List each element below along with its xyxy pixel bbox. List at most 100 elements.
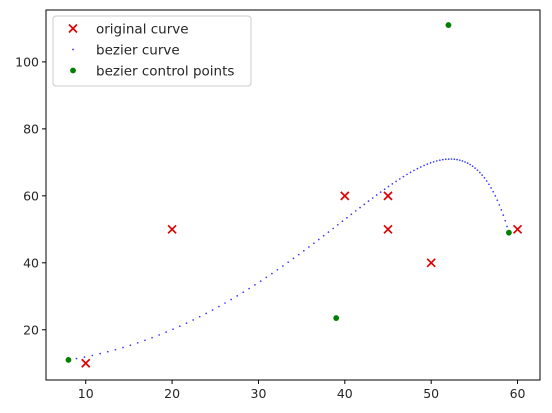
legend-box [52, 15, 252, 87]
legend-label: original curve [96, 22, 189, 38]
bezier-curve-point [144, 339, 146, 342]
x-tick-label: 60 [510, 386, 526, 401]
bezier-curve-point [236, 295, 239, 297]
bezier-curve-point [106, 350, 109, 353]
bezier-curve-point [453, 158, 456, 161]
bezier-curve-point [151, 336, 153, 339]
bezier-curve-point [506, 225, 508, 228]
bezier-curve-point [136, 341, 139, 344]
legend-marker-original [68, 23, 78, 34]
bezier-curve-point [375, 194, 378, 196]
y-tick-label: 80 [23, 121, 39, 136]
bezier-curve-point [248, 287, 250, 290]
y-tick-label: 40 [23, 255, 39, 270]
bezier-curve-point [398, 178, 401, 180]
bezier-curve-point [265, 276, 268, 279]
axes-frame [45, 9, 541, 381]
bezier-curve-point [458, 159, 461, 162]
x-axis: 10 20 30 40 50 60 [78, 380, 526, 401]
bezier-curve-point [367, 200, 370, 203]
bezier-curve-point [471, 165, 474, 168]
y-axis: 20 40 60 80 100 [15, 54, 46, 337]
bezier-curve-point [178, 325, 181, 328]
bezier-curve-point [498, 204, 501, 206]
bezier-curve-point [336, 223, 339, 226]
bezier-curve-point [469, 163, 472, 166]
bezier-curve-point [416, 167, 419, 170]
x-tick-label: 10 [78, 386, 94, 401]
bezier-curve-point [172, 328, 174, 331]
bezier-curve-point [485, 180, 488, 182]
bezier-curve-point [192, 319, 194, 321]
bezier-curve-point [259, 280, 262, 282]
bezier-curve-point [327, 231, 330, 233]
bezier-curve-point [444, 158, 447, 161]
bezier-curve-point [502, 214, 505, 217]
bezier-curve-point [419, 166, 422, 168]
bezier-curve-point [395, 180, 397, 183]
bezier-curve-point [91, 354, 94, 357]
bezier-curve-point [494, 195, 497, 197]
bezier-curve-point [461, 160, 464, 162]
bezier-curve-point [322, 234, 325, 237]
bezier-curve-point [254, 284, 256, 286]
original-curve-point [383, 191, 393, 201]
bezier-curve-point [438, 159, 441, 162]
bezier-curve-point [242, 291, 245, 294]
bezier-curve-point [122, 346, 124, 349]
bezier-curve-point [165, 331, 167, 333]
bezier-curve-point [75, 357, 78, 360]
x-tick-label: 40 [337, 386, 353, 401]
bezier-curve-point [276, 268, 279, 271]
marker-stroke [167, 224, 177, 234]
bezier-curve-point [313, 242, 315, 245]
bezier-curve-point [479, 171, 481, 174]
legend-label: bezier curve [96, 43, 180, 59]
bezier-curve-point [287, 261, 290, 264]
y-tick-label: 100 [15, 54, 39, 69]
control-point [506, 229, 512, 236]
marker-stroke [340, 191, 350, 201]
bezier-curve-point [441, 158, 444, 161]
bezier-curve-point [224, 302, 226, 304]
bezier-curve-point [302, 249, 305, 252]
bezier-curve-point [435, 160, 438, 162]
bezier-curve-point [456, 158, 458, 161]
bezier-curve-point [383, 188, 386, 191]
bezier-curve-point [496, 199, 499, 202]
bezier-curve-point [350, 213, 353, 216]
bezier-curve-point [341, 220, 344, 223]
marker-stroke [426, 258, 436, 268]
bezier-curve-point [481, 174, 484, 176]
marker-stroke [383, 224, 393, 234]
legend-marker-bezier [72, 48, 74, 51]
x-tick-label: 30 [251, 386, 267, 401]
bezier-curve-point [504, 219, 507, 222]
bezier-curve-point [492, 190, 495, 193]
bezier-curve-point [129, 344, 132, 347]
y-tick-label: 60 [23, 188, 39, 203]
x-tick-label: 50 [423, 386, 439, 401]
bezier-curve-point [198, 315, 201, 318]
original-curve-point [167, 224, 177, 234]
bezier-curve-point [99, 352, 102, 355]
bezier-curve-point [371, 197, 374, 199]
bezier-curve-point [211, 309, 214, 311]
bezier-curve-point [423, 164, 425, 167]
bezier-curve-point [332, 227, 335, 230]
bezier-curve-point [500, 209, 503, 211]
plot-area [65, 22, 523, 368]
bezier-curve-point [474, 167, 476, 169]
bezier-curve-point [354, 210, 357, 212]
bezier-curve-point [217, 305, 220, 308]
bezier-curve-point [402, 175, 405, 178]
marker-stroke [383, 191, 393, 201]
bezier-curve-point [476, 169, 479, 172]
bezier-curve-point [429, 162, 432, 164]
bezier-curve-point [406, 173, 408, 176]
bezier-curve-point [413, 169, 415, 172]
bezier-curve-point [346, 216, 348, 219]
bezier-curve-point [432, 160, 435, 163]
bezier-curve-point [483, 177, 486, 179]
bezier-curve-point [490, 187, 492, 189]
